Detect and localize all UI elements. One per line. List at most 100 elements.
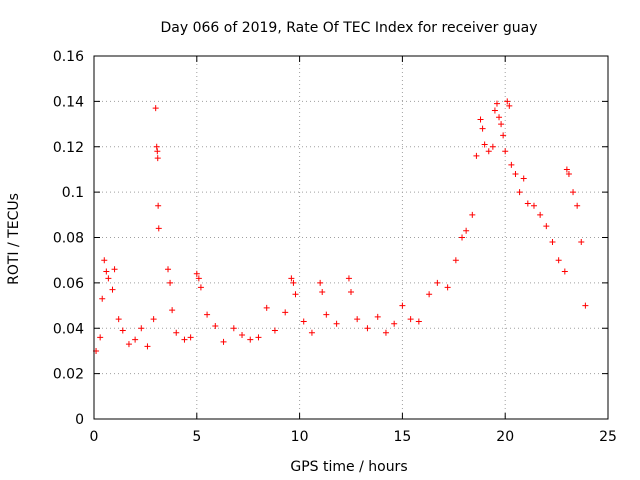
x-tick-label: 15: [393, 429, 411, 445]
data-point: [459, 234, 466, 241]
y-tick-label: 0.16: [53, 49, 84, 65]
data-point: [500, 132, 507, 139]
data-point: [263, 304, 270, 311]
data-point: [516, 189, 523, 196]
data-point: [479, 125, 486, 132]
data-point: [132, 336, 139, 343]
data-point: [247, 336, 254, 343]
data-point: [578, 239, 585, 246]
data-point: [391, 320, 398, 327]
data-points: [93, 98, 589, 354]
data-point: [520, 175, 527, 182]
data-point: [97, 334, 104, 341]
data-point: [109, 286, 116, 293]
data-point: [111, 266, 118, 273]
data-point: [319, 288, 326, 295]
data-point: [165, 266, 172, 273]
data-point: [154, 155, 161, 162]
data-point: [323, 311, 330, 318]
y-tick-label: 0.12: [53, 140, 84, 156]
data-point: [382, 329, 389, 336]
data-point: [354, 316, 361, 323]
x-tick-label: 25: [599, 429, 617, 445]
data-point: [317, 279, 324, 286]
data-point: [549, 239, 556, 246]
data-point: [444, 284, 451, 291]
data-point: [255, 334, 262, 341]
data-point: [524, 200, 531, 207]
data-point: [195, 275, 202, 282]
data-point: [220, 338, 227, 345]
data-point: [197, 284, 204, 291]
data-point: [426, 291, 433, 298]
data-point: [364, 325, 371, 332]
y-axis-title: ROTI / TECUs: [6, 193, 22, 285]
data-point: [502, 148, 509, 155]
data-point: [415, 318, 422, 325]
data-point: [434, 279, 441, 286]
x-tick-label: 10: [291, 429, 309, 445]
data-point: [374, 313, 381, 320]
chart-title: Day 066 of 2019, Rate Of TEC Index for r…: [161, 20, 538, 36]
data-point: [187, 334, 194, 341]
x-tick-label: 0: [90, 429, 99, 445]
data-point: [345, 275, 352, 282]
data-point: [407, 316, 414, 323]
data-point: [504, 98, 511, 105]
data-point: [508, 161, 515, 168]
y-tick-label: 0.14: [53, 94, 84, 110]
data-point: [485, 148, 492, 155]
data-point: [555, 257, 562, 264]
data-point: [498, 121, 505, 128]
data-point: [463, 227, 470, 234]
data-point: [290, 279, 297, 286]
data-point: [105, 275, 112, 282]
data-point: [308, 329, 315, 336]
data-point: [212, 322, 219, 329]
data-point: [565, 170, 572, 177]
data-point: [101, 257, 108, 264]
y-tick-labels: 0 0.02 0.04 0.06 0.08 0.1 0.12 0.14 0.16: [53, 49, 84, 428]
data-point: [473, 152, 480, 159]
data-point: [144, 343, 151, 350]
data-point: [496, 114, 503, 121]
data-point: [154, 148, 161, 155]
data-point: [155, 202, 162, 209]
data-point: [512, 170, 519, 177]
data-point: [193, 270, 200, 277]
data-point: [561, 268, 568, 275]
data-point: [537, 211, 544, 218]
data-point: [167, 279, 174, 286]
data-point: [469, 211, 476, 218]
data-point: [115, 316, 122, 323]
axis-ticks: [93, 55, 609, 420]
y-tick-label: 0.02: [53, 367, 84, 383]
data-point: [288, 275, 295, 282]
data-point: [506, 102, 513, 109]
data-point: [300, 318, 307, 325]
data-point: [530, 202, 537, 209]
x-tick-labels: 0 5 10 15 20 25: [90, 429, 617, 445]
data-point: [138, 325, 145, 332]
data-point: [348, 288, 354, 295]
data-point: [103, 268, 110, 275]
data-point: [155, 225, 162, 232]
data-point: [574, 202, 581, 209]
data-point: [563, 166, 570, 173]
y-tick-label: 0.04: [53, 321, 84, 337]
y-tick-label: 0.06: [53, 276, 84, 292]
data-point: [169, 307, 176, 314]
data-point: [271, 327, 278, 334]
data-point: [477, 116, 484, 123]
data-point: [150, 316, 157, 323]
data-point: [152, 105, 159, 112]
data-point: [489, 143, 496, 150]
data-point: [153, 143, 160, 150]
data-point: [230, 325, 237, 332]
data-point: [173, 329, 180, 336]
data-point: [452, 257, 459, 264]
data-point: [239, 332, 246, 339]
data-point: [204, 311, 211, 318]
